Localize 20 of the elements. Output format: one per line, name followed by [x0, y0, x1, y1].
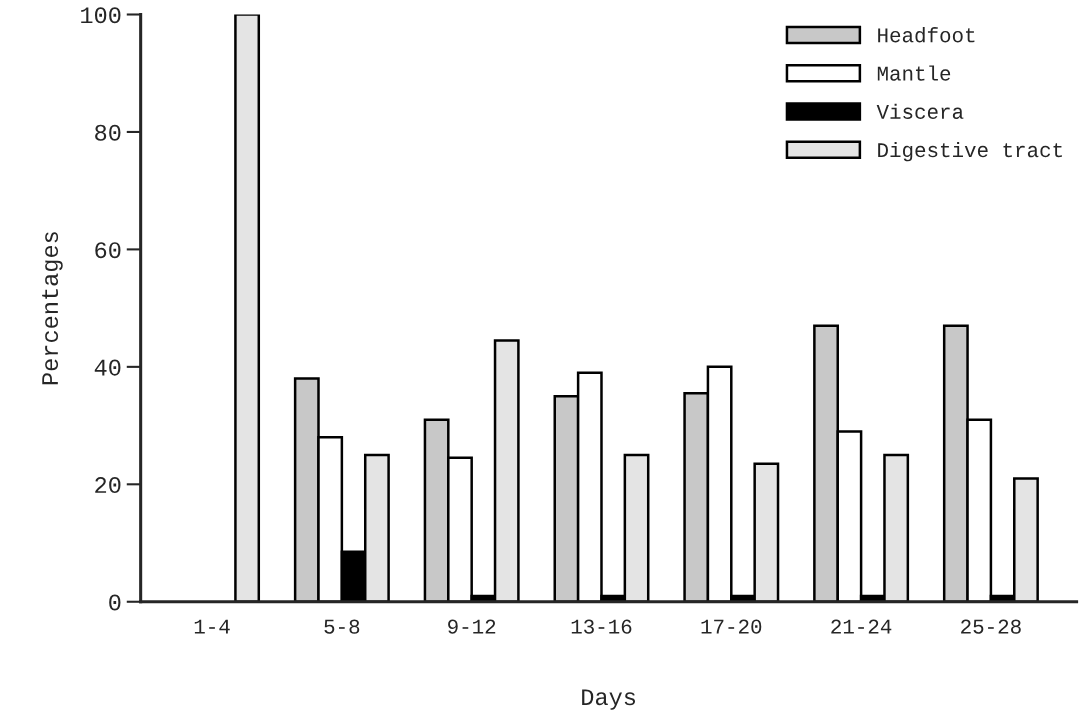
legend-label: Mantle [877, 65, 951, 81]
x-tick-label: 13-16 [571, 619, 632, 634]
x-tick-label: 25-28 [961, 619, 1021, 634]
y-tick-label: 80 [95, 124, 121, 141]
x-tick-label: 21-24 [831, 619, 892, 634]
legend-label: Headfoot [878, 27, 975, 43]
y-tick-label: 0 [109, 594, 121, 611]
y-tick-label: 100 [81, 7, 121, 24]
x-tick-label: 17-20 [701, 619, 762, 634]
y-tick-label: 60 [95, 242, 121, 259]
y-tick-label: 20 [95, 477, 121, 494]
x-tick-label: 5-8 [324, 619, 360, 634]
legend-label: Digestive tract [878, 141, 1062, 162]
bar [234, 14, 261, 602]
y-axis-title: Percentages [42, 232, 63, 385]
y-tick-label: 40 [94, 359, 121, 376]
x-tick-label: 1-4 [194, 619, 230, 634]
legend-label: Viscera [876, 103, 964, 119]
x-tick-label: 9-12 [448, 619, 496, 634]
x-axis-title: Days [582, 689, 636, 710]
